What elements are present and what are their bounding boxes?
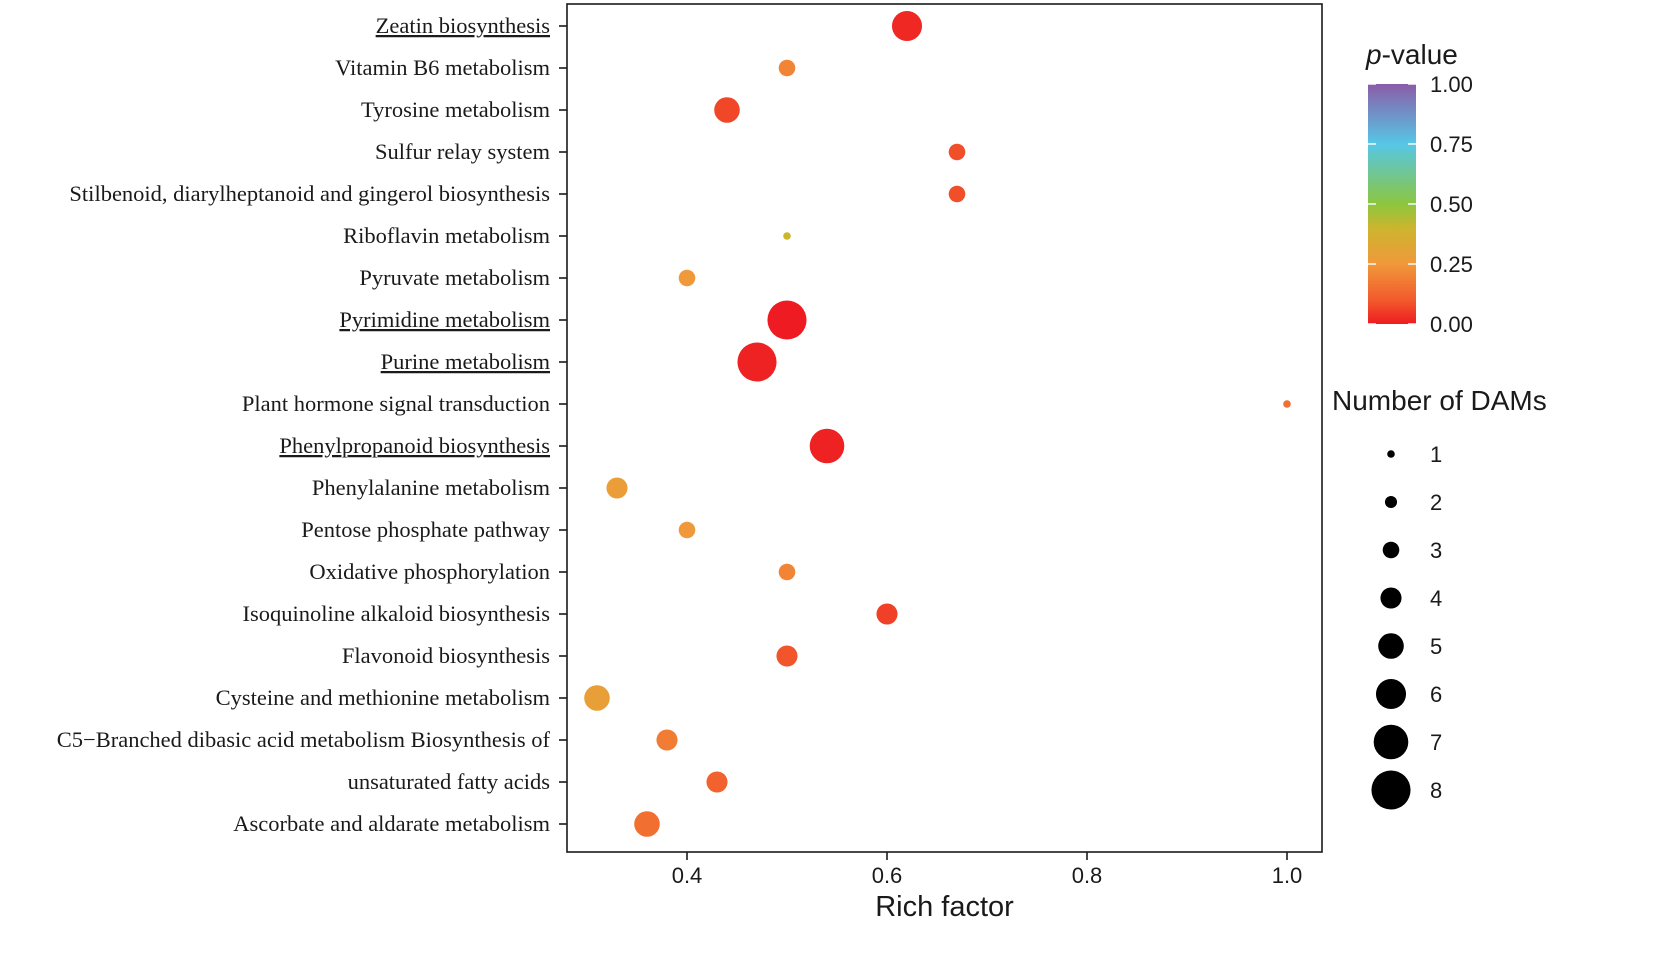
size-legend: Number of DAMs 1 2 3 4 5 6 7 8 — [1332, 385, 1547, 810]
pathway-label: Pyruvate metabolism — [359, 265, 550, 290]
size-legend-circle — [1375, 678, 1407, 710]
data-point — [634, 811, 660, 837]
size-legend-label: 6 — [1430, 682, 1442, 707]
p-value-tick-label: 0.75 — [1430, 132, 1473, 157]
size-legend-label: 5 — [1430, 634, 1442, 659]
pathway-label: unsaturated fatty acids — [348, 769, 550, 794]
pathway-label: Plant hormone signal transduction — [242, 391, 550, 416]
size-legend-circle — [1384, 495, 1398, 509]
data-point — [776, 645, 798, 667]
pathway-label: Purine metabolism — [381, 349, 551, 374]
size-legend-label: 3 — [1430, 538, 1442, 563]
pathway-label: Riboflavin metabolism — [343, 223, 550, 248]
size-legend-circle — [1373, 724, 1409, 760]
size-legend-label: 4 — [1430, 586, 1442, 611]
size-legend-circle — [1387, 450, 1395, 458]
data-point — [948, 143, 966, 161]
pathway-label: Vitamin B6 metabolism — [335, 55, 550, 80]
size-legend-circle — [1382, 541, 1400, 559]
data-point — [809, 428, 845, 464]
data-points — [584, 10, 1291, 837]
size-legend-label: 1 — [1430, 442, 1442, 467]
pathway-label: Flavonoid biosynthesis — [342, 643, 550, 668]
size-legend-label: 7 — [1430, 730, 1442, 755]
plot-frame — [566, 3, 1323, 853]
p-value-legend-title-italic: p — [1365, 39, 1382, 70]
data-point — [891, 10, 923, 42]
size-legend-circle — [1371, 770, 1411, 810]
pathway-label: Zeatin biosynthesis — [376, 13, 550, 38]
p-value-legend-title-rest: -value — [1382, 39, 1458, 70]
y-axis-ticks — [559, 25, 567, 825]
data-point — [656, 729, 678, 751]
data-point — [584, 685, 610, 711]
p-value-tick-label: 0.50 — [1430, 192, 1473, 217]
p-value-tick-label: 0.00 — [1430, 312, 1473, 337]
pathway-label: Tyrosine metabolism — [361, 97, 551, 122]
size-legend-circle — [1378, 633, 1404, 659]
pathway-label: Oxidative phosphorylation — [309, 559, 550, 584]
data-point — [706, 771, 728, 793]
pathway-label: Phenylalanine metabolism — [312, 475, 551, 500]
data-point — [714, 97, 740, 123]
p-value-tick-label: 1.00 — [1430, 72, 1473, 97]
data-point — [737, 342, 777, 382]
pathway-label: Pentose phosphate pathway — [301, 517, 550, 542]
pathway-label: Sulfur relay system — [375, 139, 550, 164]
x-tick-label: 0.4 — [672, 863, 703, 888]
data-point — [778, 59, 796, 77]
data-point — [767, 300, 807, 340]
pathway-label: Phenylpropanoid biosynthesis — [279, 433, 550, 458]
x-axis: 0.4 0.6 0.8 1.0 — [672, 852, 1303, 888]
data-point — [948, 185, 966, 203]
x-tick-label: 1.0 — [1272, 863, 1303, 888]
x-axis-label: Rich factor — [875, 891, 1014, 923]
x-tick-label: 0.8 — [1072, 863, 1103, 888]
p-value-legend-title: p-value — [1365, 39, 1458, 70]
pathway-label: Ascorbate and aldarate metabolism — [233, 811, 550, 836]
data-point — [678, 521, 696, 539]
pathway-labels: Zeatin biosynthesis Vitamin B6 metabolism… — [57, 13, 551, 836]
size-legend-label: 2 — [1430, 490, 1442, 515]
data-point — [606, 477, 628, 499]
data-point — [876, 603, 898, 625]
pathway-label: Pyrimidine metabolism — [339, 307, 550, 332]
p-value-tick-label: 0.25 — [1430, 252, 1473, 277]
size-legend-items: 1 2 3 4 5 6 7 8 — [1371, 442, 1442, 810]
data-point — [678, 269, 696, 287]
pathway-label: Stilbenoid, diarylheptanoid and gingerol… — [69, 181, 550, 206]
pathway-label: C5−Branched dibasic acid metabolism Bios… — [57, 727, 551, 752]
p-value-legend-ticks: 1.00 0.75 0.50 0.25 0.00 — [1368, 72, 1473, 337]
size-legend-label: 8 — [1430, 778, 1442, 803]
data-point — [783, 232, 791, 240]
size-legend-title: Number of DAMs — [1332, 385, 1547, 416]
p-value-legend: p-value 1.00 0.75 0.50 0.25 0.00 — [1365, 39, 1473, 337]
x-tick-label: 0.6 — [872, 863, 903, 888]
pathway-label: Isoquinoline alkaloid biosynthesis — [243, 601, 550, 626]
size-legend-circle — [1380, 587, 1402, 609]
data-point — [1283, 400, 1291, 408]
data-point — [778, 563, 796, 581]
pathway-label: Cysteine and methionine metabolism — [216, 685, 551, 710]
